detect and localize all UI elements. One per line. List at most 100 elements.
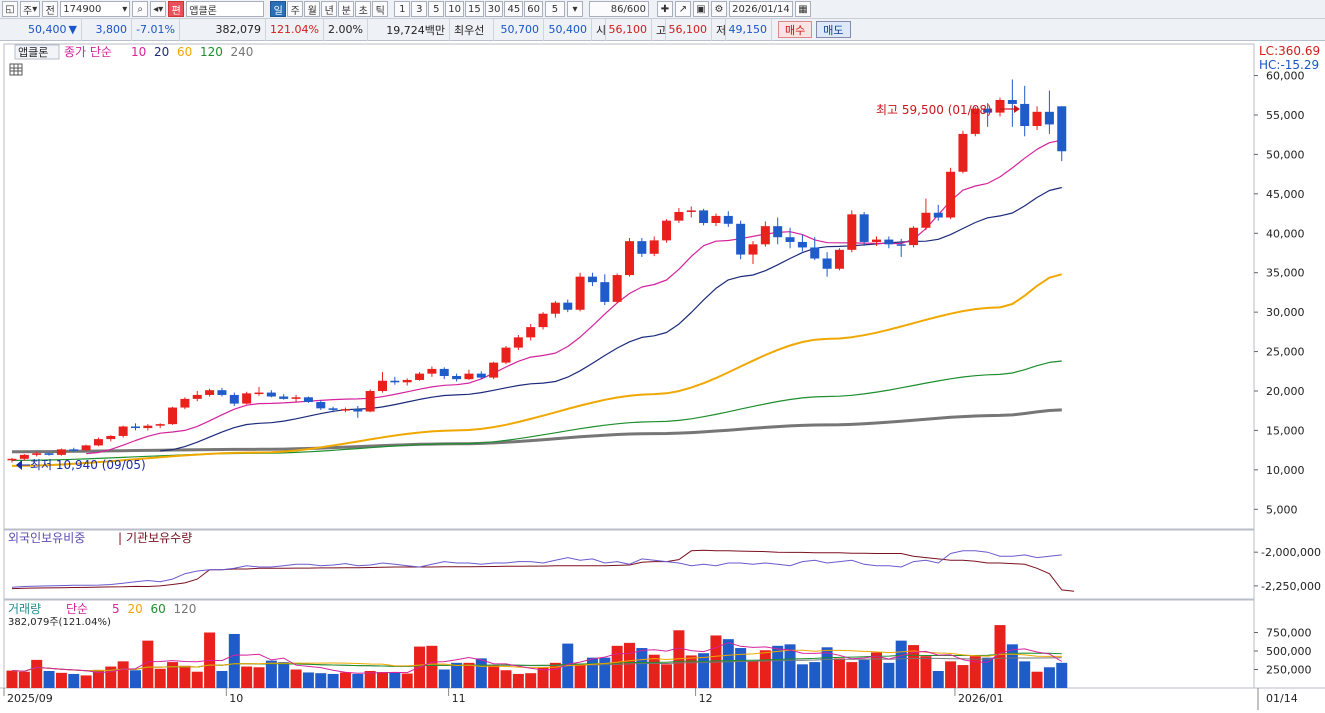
count-field[interactable]: 86/600 xyxy=(588,1,649,17)
date-field[interactable]: 2026/01/14 xyxy=(728,1,793,17)
calendar-icon[interactable]: ▦ xyxy=(794,1,811,17)
candle-body xyxy=(1007,99,1017,104)
code-input[interactable]: 174900 ▾ xyxy=(60,1,131,17)
volume-bar xyxy=(722,639,734,688)
period-tab-2[interactable]: 월 xyxy=(304,1,321,17)
candle-body xyxy=(476,373,486,378)
candle-body xyxy=(19,454,29,459)
candle-body xyxy=(1032,111,1042,127)
layout-icon[interactable]: ◱ xyxy=(2,1,18,17)
volume-y-axis: 750,000 500,000 250,000 xyxy=(1254,627,1312,677)
volume-bar xyxy=(438,669,450,688)
volume-bar xyxy=(895,640,907,688)
chart-area[interactable]: 앱클론 종가 단순 10 20 60 120 240 LC:360.69 HC:-15.… xyxy=(0,42,1325,710)
interval-tab-10[interactable]: 10 xyxy=(445,1,465,17)
search-icon[interactable]: ⌕ xyxy=(132,1,149,17)
volume-bar xyxy=(821,647,833,688)
volume-bar xyxy=(1031,671,1043,688)
volume-bar xyxy=(327,673,339,688)
candle-body xyxy=(229,394,239,404)
volume-bar xyxy=(512,673,524,688)
edit-tag[interactable]: 편 xyxy=(168,1,185,17)
period-tab-1[interactable]: 주 xyxy=(287,1,304,17)
bid-price: 50,400 xyxy=(544,18,592,41)
volume-bar xyxy=(883,662,895,688)
candle-body xyxy=(513,337,523,348)
volume-bar xyxy=(55,672,67,688)
volume-bar xyxy=(537,667,549,688)
volume-bar xyxy=(759,650,771,688)
interval-dropdown-icon[interactable]: ▾ xyxy=(566,1,583,17)
high-annotation: 최고 59,500 (01/08) xyxy=(876,103,992,117)
period-tab-6[interactable]: 틱 xyxy=(372,1,389,17)
grid-toggle-icon[interactable] xyxy=(9,63,23,76)
holding-y-axis: -2,000,000 -2,250,000 xyxy=(1254,546,1321,593)
candle-body xyxy=(44,453,54,455)
candle-body xyxy=(896,244,906,246)
ma60-line xyxy=(11,273,1063,467)
candle-body xyxy=(859,214,869,242)
stock-chart[interactable]: 앱클론 종가 단순 10 20 60 120 240 LC:360.69 HC:-15.… xyxy=(0,42,1325,710)
crosshair-icon[interactable]: ✚ xyxy=(656,1,673,17)
candle-body xyxy=(32,453,42,455)
period-tab-4[interactable]: 분 xyxy=(338,1,355,17)
candle-body xyxy=(118,426,128,436)
interval-tab-15[interactable]: 15 xyxy=(465,1,484,17)
interval-tab-45[interactable]: 45 xyxy=(504,1,524,17)
candle-body xyxy=(526,327,536,338)
vol-tick-label: 500,000 xyxy=(1266,645,1312,658)
candle-body xyxy=(773,226,783,238)
candle-body xyxy=(316,402,326,409)
volume-bar xyxy=(661,664,673,688)
volume-bar xyxy=(253,667,265,688)
candle-body xyxy=(797,241,807,248)
volume-bar xyxy=(265,660,277,688)
volume-bar xyxy=(586,657,598,688)
candle-body xyxy=(303,397,313,403)
buy-button[interactable]: 매수 xyxy=(778,21,813,38)
candle-body xyxy=(464,373,474,380)
candle-body xyxy=(131,426,140,429)
candle-body xyxy=(7,458,17,461)
volume-bar xyxy=(167,662,179,688)
period-tab-3[interactable]: 년 xyxy=(321,1,338,17)
volume-bar xyxy=(685,655,697,688)
open-label: 시 xyxy=(592,18,606,41)
candle-body xyxy=(970,108,980,134)
period-tab-0[interactable]: 일 xyxy=(270,1,287,17)
candle-body xyxy=(625,241,634,276)
interval-tab-60[interactable]: 60 xyxy=(524,1,543,17)
low-price: 49,150 xyxy=(726,18,772,41)
gear-icon[interactable]: ⚙ xyxy=(710,1,727,17)
volume-bar xyxy=(228,633,240,688)
interval-tab-30[interactable]: 30 xyxy=(484,1,504,17)
candle-body xyxy=(340,409,350,411)
volume-bar xyxy=(451,662,463,688)
period-tab-5[interactable]: 초 xyxy=(355,1,372,17)
speaker-icon[interactable]: ◂▾ xyxy=(150,1,167,17)
change-rate: -7.01% xyxy=(132,18,180,41)
candle-body xyxy=(822,258,832,269)
volume-bar xyxy=(92,669,104,688)
interval-tab-5[interactable]: 5 xyxy=(428,1,445,17)
sell-button[interactable]: 매도 xyxy=(816,21,851,38)
volume-bar xyxy=(154,668,166,688)
interval-select[interactable]: 5 xyxy=(544,1,565,17)
volume-bar xyxy=(833,658,845,688)
market-label: 주 xyxy=(23,5,33,17)
moving-average-lines xyxy=(11,139,1063,467)
save-icon[interactable]: ▣ xyxy=(692,1,709,17)
volume-bar xyxy=(846,662,858,688)
x-tick-label: 2026/01 xyxy=(958,692,1004,705)
market-select[interactable]: 주 ▾ xyxy=(20,1,41,17)
interval-tab-1[interactable]: 1 xyxy=(394,1,411,17)
candles xyxy=(7,79,1067,463)
name-field[interactable]: 앱클론 xyxy=(186,1,265,17)
draw-icon[interactable]: ↗ xyxy=(674,1,691,17)
current-price: 50,400 ▼ xyxy=(0,18,82,41)
candle-body xyxy=(266,392,276,397)
price-type-button[interactable]: 전 xyxy=(42,1,59,17)
candle-body xyxy=(674,211,684,221)
interval-tab-3[interactable]: 3 xyxy=(411,1,428,17)
